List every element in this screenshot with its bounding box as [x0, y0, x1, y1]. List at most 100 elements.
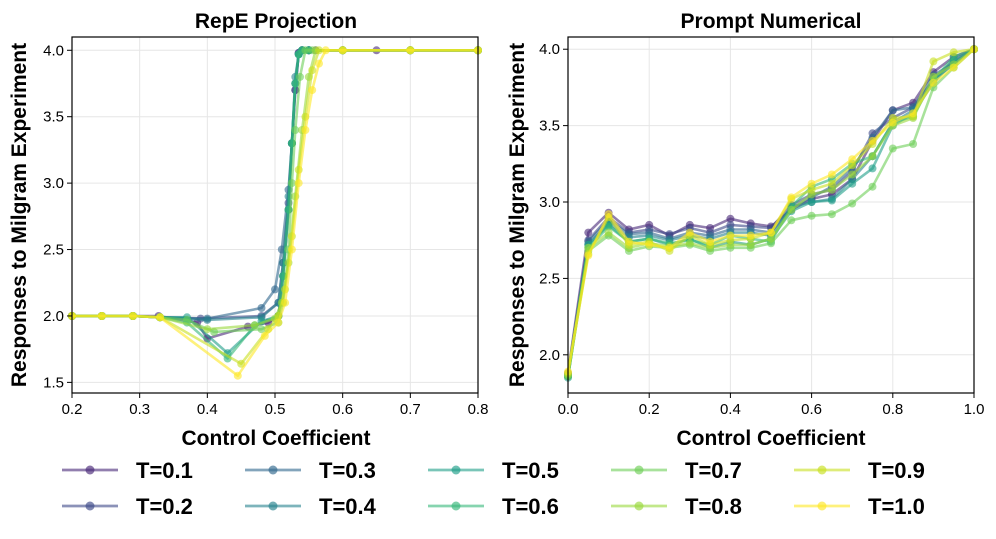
right-ytick-label: 3.5	[539, 118, 560, 135]
right-point-t10	[584, 251, 593, 260]
legend-marker-t09	[817, 465, 827, 475]
right-series-t07	[564, 45, 978, 381]
legend-label-t06: T=0.6	[502, 494, 559, 519]
left-point-t10	[128, 312, 137, 320]
chart-right-frame	[567, 36, 975, 394]
right-point-t07	[848, 199, 857, 208]
right-point-t10	[604, 210, 613, 219]
chart-right-title: Prompt Numerical	[681, 10, 862, 33]
right-point-t10	[868, 136, 877, 145]
right-series-t05	[564, 45, 978, 382]
right-ytick-label: 4.0	[539, 41, 560, 58]
right-series-line-t06	[566, 47, 975, 377]
right-point-t08	[685, 239, 694, 248]
left-xtick-label: 0.7	[400, 401, 421, 418]
left-point-t07	[183, 315, 191, 324]
left-ytick-label: 2.0	[43, 308, 64, 325]
legend-item-t06: T=0.6	[428, 494, 559, 519]
right-series-t01	[564, 45, 978, 378]
right-point-t01	[726, 214, 735, 223]
right-xtick-label: 0.8	[882, 401, 903, 418]
right-xtick-label: 0.6	[801, 401, 822, 418]
left-point-t07	[301, 46, 310, 55]
right-point-t08	[604, 228, 613, 237]
left-point-t07	[287, 179, 296, 188]
right-point-t09	[848, 161, 857, 170]
left-point-t10	[321, 46, 330, 55]
chart-right: Prompt Numerical 0.0 0.2 0.4 0.6 0.8 1.0 2.0 2.…	[506, 10, 984, 450]
right-series-line-t07	[566, 48, 975, 377]
left-xtick-label: 0.8	[468, 401, 489, 418]
left-ytick-label: 2.5	[43, 242, 64, 259]
legend-item-t09: T=0.9	[794, 458, 925, 483]
chart-left-title: RepE Projection	[195, 10, 357, 33]
right-point-t10	[624, 237, 633, 246]
left-ytick-label: 4.0	[43, 42, 64, 59]
chart-left-grid	[71, 37, 479, 393]
left-ytick-label: 1.5	[43, 374, 64, 391]
legend-label-t04: T=0.4	[319, 494, 377, 519]
legend-label-t01: T=0.1	[136, 458, 193, 483]
right-point-t10	[909, 109, 918, 118]
left-xtick-label: 0.6	[332, 401, 353, 418]
left-point-t10	[406, 46, 415, 55]
right-point-t10	[787, 193, 796, 202]
right-series-t06	[564, 45, 978, 381]
left-xtick-label: 0.4	[197, 401, 218, 418]
right-series-line-t03	[566, 48, 975, 377]
left-point-t10	[260, 331, 269, 340]
legend-marker-t03	[268, 465, 278, 475]
left-point-t04	[203, 315, 212, 324]
right-point-t09	[807, 185, 816, 194]
right-point-t10	[929, 78, 938, 87]
left-point-t10	[233, 371, 242, 380]
right-series-line-t02	[566, 48, 975, 375]
chart-left-xlabel: Control Coefficient	[182, 427, 371, 450]
legend-marker-t04	[268, 501, 278, 511]
left-point-t10	[274, 318, 283, 327]
left-xtick-label: 0.5	[265, 401, 286, 418]
legend-label-t08: T=0.8	[685, 494, 742, 519]
right-point-t07	[807, 211, 816, 220]
left-point-t03	[271, 285, 279, 294]
right-xtick-label: 0.4	[720, 401, 741, 418]
right-point-t08	[767, 234, 775, 243]
left-point-t03	[257, 304, 266, 312]
right-point-t10	[685, 228, 694, 237]
left-point-t09	[315, 46, 323, 55]
legend-item-t08: T=0.8	[611, 494, 742, 519]
right-point-t10	[888, 118, 897, 127]
right-series-line-t10	[566, 48, 975, 372]
legend-label-t05: T=0.5	[502, 458, 559, 483]
left-point-t07	[296, 72, 304, 81]
left-point-t08	[203, 325, 212, 334]
legend-marker-t06	[451, 501, 461, 511]
legend-item-t02: T=0.2	[62, 494, 193, 519]
right-series-line-t08	[566, 48, 975, 375]
left-point-t10	[315, 59, 323, 68]
left-point-t10	[338, 46, 347, 55]
left-ytick-label: 3.0	[43, 175, 64, 192]
left-point-t07	[257, 325, 266, 334]
chart-right-series	[564, 45, 978, 382]
right-ytick-label: 3.0	[539, 194, 560, 211]
right-point-t08	[827, 185, 836, 194]
left-point-t10	[287, 245, 296, 254]
left-point-t10	[301, 126, 310, 134]
left-xtick-label: 0.3	[129, 401, 150, 418]
right-series-line-t09	[566, 47, 975, 374]
chart-left: RepE Projection 0.2 0.3 0.4 0.5 0.6 0.7 0.8 1.5…	[8, 10, 488, 450]
chart-right-ylabel: Responses to Milgram Experiment	[506, 43, 529, 387]
right-point-t10	[746, 231, 755, 240]
chart-left-series	[68, 46, 482, 380]
left-point-t10	[308, 86, 317, 95]
right-point-t08	[868, 152, 877, 161]
right-point-t10	[949, 63, 958, 72]
right-point-t07	[868, 182, 877, 191]
legend-item-t10: T=1.0	[794, 494, 925, 519]
right-point-t08	[929, 72, 938, 81]
right-point-t10	[807, 179, 816, 188]
legend-label-t03: T=0.3	[319, 458, 376, 483]
right-point-t10	[706, 237, 715, 246]
legend-marker-t05	[451, 465, 461, 475]
